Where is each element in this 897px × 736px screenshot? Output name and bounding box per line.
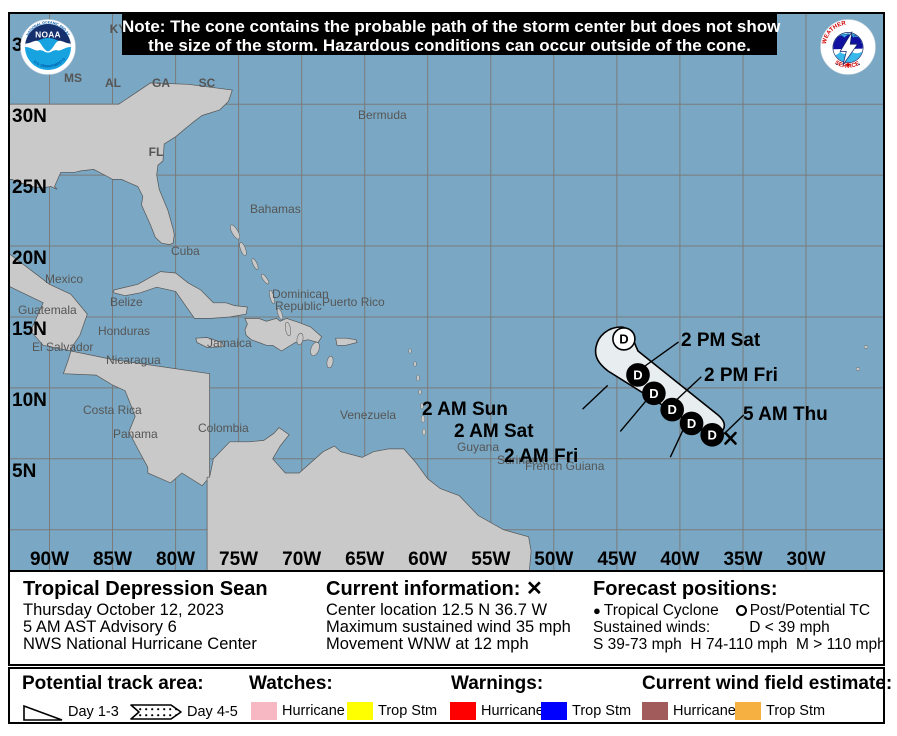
svg-text:Guyana: Guyana (457, 440, 499, 454)
svg-text:Puerto Rico: Puerto Rico (322, 295, 385, 309)
svg-text:Mexico: Mexico (45, 272, 83, 286)
svg-text:70W: 70W (282, 549, 321, 570)
svg-text:D: D (687, 416, 696, 431)
svg-text:2 AM Fri: 2 AM Fri (504, 446, 578, 467)
svg-text:Bermuda: Bermuda (358, 108, 407, 122)
svg-text:Panama: Panama (113, 427, 158, 441)
svg-text:Republic: Republic (275, 299, 322, 313)
svg-text:85W: 85W (93, 549, 132, 570)
svg-text:30N: 30N (12, 106, 47, 127)
svg-text:SC: SC (199, 76, 216, 90)
svg-text:2 AM Sat: 2 AM Sat (454, 421, 534, 442)
svg-text:Honduras: Honduras (98, 324, 150, 338)
svg-text:D: D (649, 386, 658, 401)
svg-text:75W: 75W (219, 549, 258, 570)
svg-text:NOAA: NOAA (35, 29, 61, 39)
svg-text:El Salvador: El Salvador (32, 340, 93, 354)
svg-text:25N: 25N (12, 177, 47, 198)
svg-text:10N: 10N (12, 390, 47, 411)
svg-text:50W: 50W (534, 549, 573, 570)
svg-text:80W: 80W (156, 549, 195, 570)
svg-text:Belize: Belize (110, 295, 143, 309)
svg-text:55W: 55W (471, 549, 510, 570)
svg-text:AL: AL (105, 76, 121, 90)
svg-text:Cuba: Cuba (171, 244, 200, 258)
svg-text:45W: 45W (597, 549, 636, 570)
svg-text:65W: 65W (345, 549, 384, 570)
svg-text:2 PM Sat: 2 PM Sat (681, 330, 761, 351)
svg-text:Colombia: Colombia (198, 421, 249, 435)
svg-text:15N: 15N (12, 319, 47, 340)
svg-text:Jamaica: Jamaica (207, 336, 252, 350)
svg-text:5 AM Thu: 5 AM Thu (743, 404, 828, 425)
svg-text:D: D (619, 331, 628, 346)
svg-text:Bahamas: Bahamas (250, 202, 301, 216)
svg-text:D: D (708, 427, 717, 442)
svg-text:Nicaragua: Nicaragua (106, 353, 161, 367)
svg-text:5N: 5N (12, 461, 36, 482)
svg-text:30W: 30W (786, 549, 825, 570)
svg-text:GA: GA (152, 76, 170, 90)
svg-text:D: D (668, 402, 677, 417)
svg-text:FL: FL (149, 145, 164, 159)
svg-text:2 PM Fri: 2 PM Fri (704, 365, 778, 386)
svg-text:35W: 35W (723, 549, 762, 570)
svg-text:2 AM Sun: 2 AM Sun (422, 399, 508, 420)
svg-text:90W: 90W (30, 549, 69, 570)
svg-text:D: D (633, 367, 642, 382)
svg-text:Costa Rica: Costa Rica (83, 403, 142, 417)
svg-text:40W: 40W (660, 549, 699, 570)
svg-text:60W: 60W (408, 549, 447, 570)
svg-text:20N: 20N (12, 248, 47, 269)
svg-text:Venezuela: Venezuela (340, 408, 396, 422)
svg-text:Guatemala: Guatemala (18, 303, 77, 317)
